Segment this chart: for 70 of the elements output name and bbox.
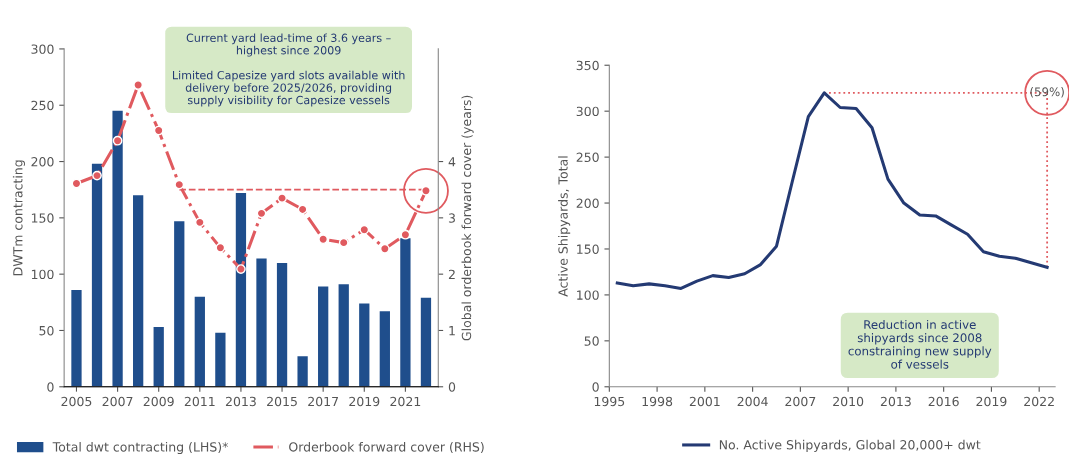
bar bbox=[174, 221, 185, 387]
y-tick-label: 50 bbox=[584, 336, 599, 346]
bar bbox=[112, 110, 123, 387]
text: Current yard lead-time of 3.6 years – highest since 2009 Limited Capesize yard slots available with delivery before 2025/2026, providing supply visibility for Capesize vessels bbox=[173, 33, 405, 107]
bar bbox=[194, 296, 205, 387]
y-tick-label: 300 bbox=[576, 106, 599, 117]
y2-tick-label: 4 bbox=[448, 157, 456, 167]
bar bbox=[71, 289, 82, 387]
y-tick-label: 300 bbox=[31, 44, 54, 54]
y-tick-label: 200 bbox=[576, 198, 599, 208]
bar bbox=[235, 193, 247, 387]
y2-axis-title: Global orderbook forward cover (years) bbox=[461, 95, 474, 341]
x-tick-label: 2007 bbox=[102, 396, 133, 407]
y-axis-title: Active Shipyards, Total bbox=[558, 156, 571, 297]
x-tick-label: 1998 bbox=[642, 396, 673, 407]
legend-label: No. Active Shipyards, Global 20,000+ dwt bbox=[719, 439, 981, 452]
point bbox=[112, 135, 123, 146]
y2-tick-label: 3 bbox=[448, 213, 455, 223]
x-tick-label: 2011 bbox=[184, 396, 215, 407]
x-tick-label: 2005 bbox=[61, 396, 92, 407]
y-tick-label: 0 bbox=[47, 382, 54, 392]
x-tick-label: 2022 bbox=[1024, 396, 1054, 407]
bar bbox=[133, 195, 144, 387]
x-tick-label: 2016 bbox=[928, 396, 959, 407]
x-tick-label: 2007 bbox=[785, 396, 816, 407]
bar bbox=[379, 311, 390, 387]
y-axis-title: DWTm contracting bbox=[12, 160, 25, 276]
bar bbox=[318, 286, 329, 387]
legend-label: Total dwt contracting (LHS)* bbox=[52, 441, 229, 455]
y-tick-label: 350 bbox=[576, 60, 599, 71]
y-tick-label: 200 bbox=[31, 157, 54, 167]
y2-tick-label: 1 bbox=[449, 326, 455, 336]
x-tick-label: 2013 bbox=[225, 396, 256, 407]
y-tick-label: 50 bbox=[39, 325, 54, 336]
y-tick-label: 150 bbox=[31, 213, 54, 223]
bar bbox=[215, 332, 226, 387]
y-tick-label: 100 bbox=[31, 269, 54, 280]
y-tick-label: 250 bbox=[31, 100, 54, 111]
point bbox=[92, 170, 102, 181]
bar bbox=[420, 297, 432, 387]
bar bbox=[153, 327, 164, 387]
legend-label: Orderbook forward cover (RHS) bbox=[289, 441, 484, 454]
bar bbox=[400, 238, 411, 387]
x-tick-label: 2017 bbox=[308, 396, 338, 407]
bar bbox=[91, 163, 103, 387]
y-tick-label: 250 bbox=[576, 152, 599, 163]
x-tick-label: 2015 bbox=[267, 396, 297, 407]
bar bbox=[338, 284, 349, 387]
point bbox=[236, 264, 246, 274]
x-tick-label: 2019 bbox=[349, 396, 380, 407]
bar bbox=[359, 303, 370, 387]
bar bbox=[297, 356, 308, 387]
y-tick-label: 150 bbox=[577, 244, 599, 254]
x-tick-label: 2010 bbox=[833, 396, 864, 407]
bar bbox=[256, 258, 267, 387]
x-tick-label: 2009 bbox=[143, 396, 174, 407]
y-tick-label: 0 bbox=[592, 382, 599, 392]
x-tick-label: 2001 bbox=[689, 396, 720, 407]
x-tick-label: 2021 bbox=[390, 396, 421, 407]
x-tick-label: 1995 bbox=[594, 396, 625, 407]
y2-tick-label: 0 bbox=[448, 382, 456, 392]
annotation: Reduction in active shipyards since 2008 constraining new supply of vessels bbox=[848, 319, 992, 369]
point bbox=[215, 242, 226, 253]
annotation: (59%) bbox=[1030, 87, 1064, 98]
bar bbox=[276, 262, 288, 387]
y2-tick-label: 2 bbox=[448, 269, 455, 279]
x-tick-label: 2013 bbox=[880, 396, 911, 407]
x-tick-label: 2019 bbox=[976, 396, 1007, 407]
y-tick-label: 100 bbox=[577, 290, 599, 300]
x-tick-label: 2004 bbox=[737, 396, 768, 407]
